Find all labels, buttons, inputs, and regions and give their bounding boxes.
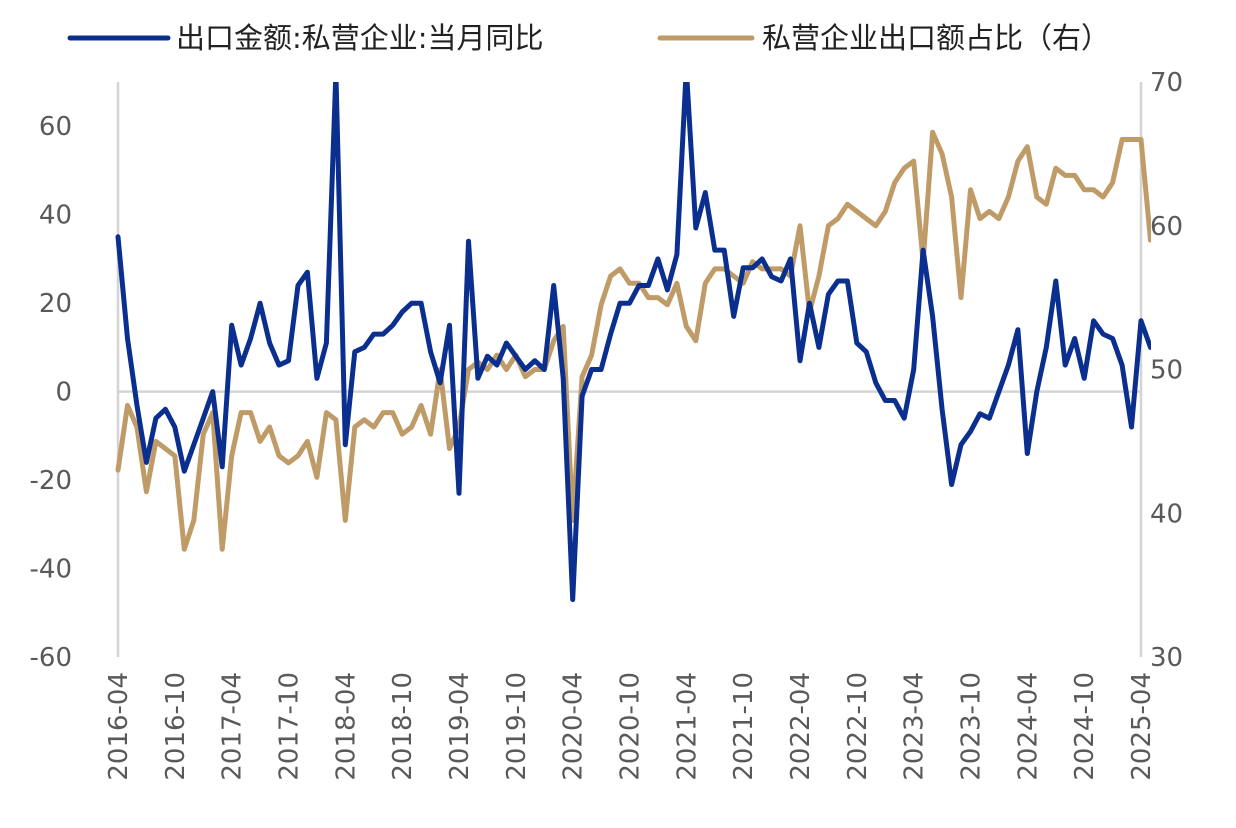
x-tick-label: 2021-10 xyxy=(729,672,759,781)
y-left-tick-label: -40 xyxy=(30,555,72,585)
x-tick-label: 2021-04 xyxy=(672,672,702,781)
series-line-1 xyxy=(115,82,1151,602)
x-tick-label: 2020-10 xyxy=(616,672,646,781)
x-tick-label: 2023-04 xyxy=(900,672,930,781)
x-tick-label: 2020-04 xyxy=(559,672,589,781)
y-right-tick-label: 70 xyxy=(1150,68,1183,98)
x-tick-label: 2022-10 xyxy=(843,672,873,781)
tick-labels: -60 -40 -20 0 20 40 60 30 40 50 60 70 2016-04 2016-10… xyxy=(30,68,1184,781)
x-tick-label: 2023-10 xyxy=(957,672,987,781)
x-tick-label: 2016-04 xyxy=(104,672,134,781)
y-left-tick-label: 40 xyxy=(39,201,72,231)
x-tick-label: 2025-04 xyxy=(1127,672,1157,781)
legend-label-series1: 出口金额:私营企业:当月同比 xyxy=(176,21,544,55)
series-lines xyxy=(115,82,1151,602)
axes xyxy=(116,82,1143,657)
y-left-tick-label: -20 xyxy=(30,466,72,496)
series-line-2 xyxy=(115,129,1151,552)
legend-label-series2: 私营企业出口额占比（右） xyxy=(762,21,1110,55)
y-right-tick-label: 40 xyxy=(1150,499,1183,529)
y-right-tick-label: 60 xyxy=(1150,212,1183,242)
y-right-tick-label: 30 xyxy=(1150,643,1183,673)
legend: 出口金额:私营企业:当月同比 私营企业出口额占比（右） xyxy=(67,21,1110,55)
y-right-tick-label: 50 xyxy=(1150,356,1183,386)
y-left-tick-label: 60 xyxy=(39,112,72,142)
x-tick-label: 2019-10 xyxy=(502,672,532,781)
y-left-tick-label: 0 xyxy=(55,378,72,408)
x-tick-label: 2024-10 xyxy=(1070,672,1100,781)
x-tick-label: 2018-10 xyxy=(388,672,418,781)
y-left-tick-label: -60 xyxy=(30,643,72,673)
x-tick-label: 2017-10 xyxy=(275,672,305,781)
x-tick-label: 2016-10 xyxy=(161,672,191,781)
x-tick-label: 2019-04 xyxy=(445,672,475,781)
x-tick-label: 2022-04 xyxy=(786,672,816,781)
y-left-tick-label: 20 xyxy=(39,289,72,319)
x-tick-label: 2018-04 xyxy=(331,672,361,781)
x-tick-label: 2017-04 xyxy=(218,672,248,781)
x-tick-label: 2024-04 xyxy=(1013,672,1043,781)
